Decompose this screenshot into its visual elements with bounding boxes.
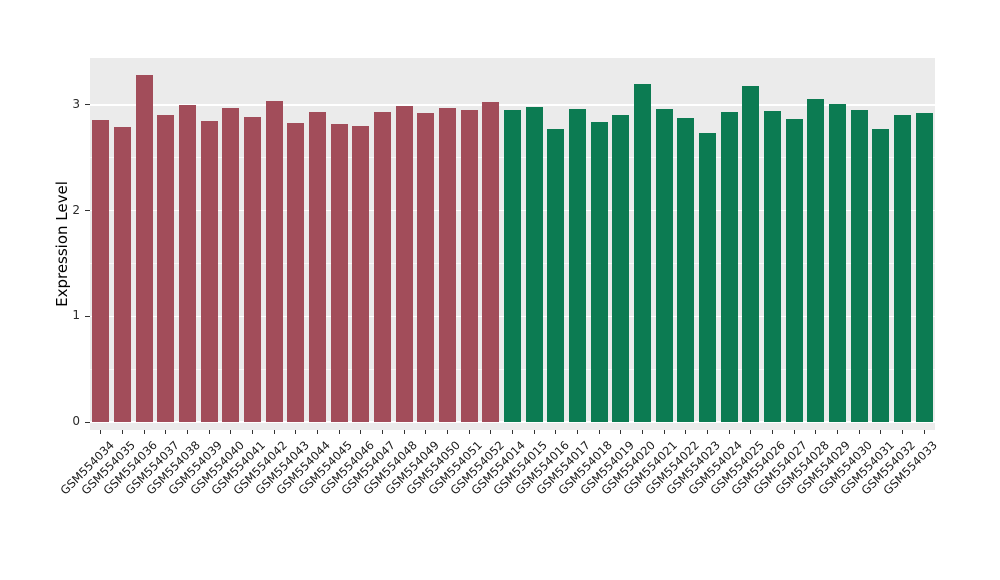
x-tick-mark: [512, 430, 513, 434]
bar: [374, 112, 391, 422]
x-tick-mark: [663, 430, 665, 434]
bar: [309, 112, 326, 422]
bar: [742, 85, 760, 422]
x-tick-mark: [772, 430, 773, 434]
bar: [482, 101, 500, 422]
x-tick-mark: [923, 430, 925, 434]
x-tick-mark: [533, 430, 535, 434]
bar: [655, 109, 673, 422]
x-tick-mark: [685, 430, 687, 434]
bar: [417, 113, 435, 422]
x-tick-mark: [837, 430, 838, 434]
bar: [460, 110, 478, 422]
y-tick-mark: [85, 104, 90, 106]
bar: [699, 133, 716, 422]
x-tick-mark: [728, 430, 730, 434]
chart-panel: [90, 58, 935, 430]
bar: [612, 115, 630, 422]
x-tick-mark: [230, 430, 232, 434]
x-tick-mark: [273, 430, 275, 434]
x-tick-mark: [468, 430, 470, 434]
x-tick-mark: [555, 430, 557, 434]
x-tick-mark: [880, 430, 882, 434]
bar: [850, 110, 868, 422]
y-tick-label: 2: [72, 202, 80, 217]
bar: [634, 83, 651, 422]
bar: [569, 109, 586, 422]
x-tick-mark: [187, 430, 188, 434]
x-tick-mark: [490, 430, 492, 434]
y-tick-mark: [85, 421, 90, 423]
x-tick-mark: [642, 430, 643, 434]
bar: [807, 98, 825, 422]
x-tick-mark: [793, 430, 795, 434]
bar: [92, 119, 110, 422]
y-axis-title: Expression Level: [53, 181, 71, 307]
bar: [894, 115, 911, 422]
bar: [764, 111, 781, 422]
x-tick-mark: [577, 430, 578, 434]
x-tick-mark: [100, 430, 102, 434]
x-tick-mark: [317, 430, 318, 434]
bar: [330, 123, 348, 422]
x-tick-mark: [295, 430, 297, 434]
bar: [287, 122, 305, 422]
gridline-major: [90, 421, 935, 423]
x-tick-mark: [750, 430, 752, 434]
x-tick-mark: [598, 430, 600, 434]
bar: [720, 112, 738, 422]
bar: [504, 110, 521, 422]
x-tick-mark: [360, 430, 362, 434]
bar: [395, 105, 413, 422]
bar: [157, 115, 175, 422]
bar: [785, 118, 803, 422]
y-tick-label: 0: [72, 414, 80, 428]
bar: [179, 104, 196, 422]
x-tick-mark: [620, 430, 622, 434]
bar: [114, 127, 131, 422]
bar: [439, 108, 456, 422]
x-tick-mark: [447, 430, 448, 434]
y-tick-mark: [85, 315, 90, 317]
bar: [265, 100, 283, 422]
bar: [915, 113, 933, 422]
bar: [244, 116, 261, 422]
x-tick-mark: [902, 430, 903, 434]
x-tick-mark: [252, 430, 253, 434]
bar: [590, 121, 608, 422]
bar: [677, 117, 695, 422]
x-tick-mark: [165, 430, 167, 434]
bar: [829, 103, 846, 422]
x-tick-mark: [707, 430, 708, 434]
x-tick-mark: [403, 430, 405, 434]
x-tick-mark: [338, 430, 340, 434]
x-tick-mark: [425, 430, 427, 434]
bar: [525, 107, 543, 422]
x-tick-mark: [122, 430, 123, 434]
x-tick-mark: [208, 430, 210, 434]
bar: [135, 75, 153, 422]
bar: [547, 129, 565, 422]
y-tick-label: 3: [72, 96, 80, 111]
y-tick-label: 1: [72, 308, 80, 323]
x-tick-mark: [382, 430, 383, 434]
x-tick-mark: [815, 430, 817, 434]
bar: [222, 108, 240, 422]
x-tick-mark: [143, 430, 145, 434]
bar: [200, 120, 218, 422]
gridline-major: [90, 104, 935, 106]
y-tick-mark: [85, 210, 90, 212]
bar: [352, 126, 370, 422]
bar: [872, 129, 890, 422]
x-tick-mark: [858, 430, 860, 434]
